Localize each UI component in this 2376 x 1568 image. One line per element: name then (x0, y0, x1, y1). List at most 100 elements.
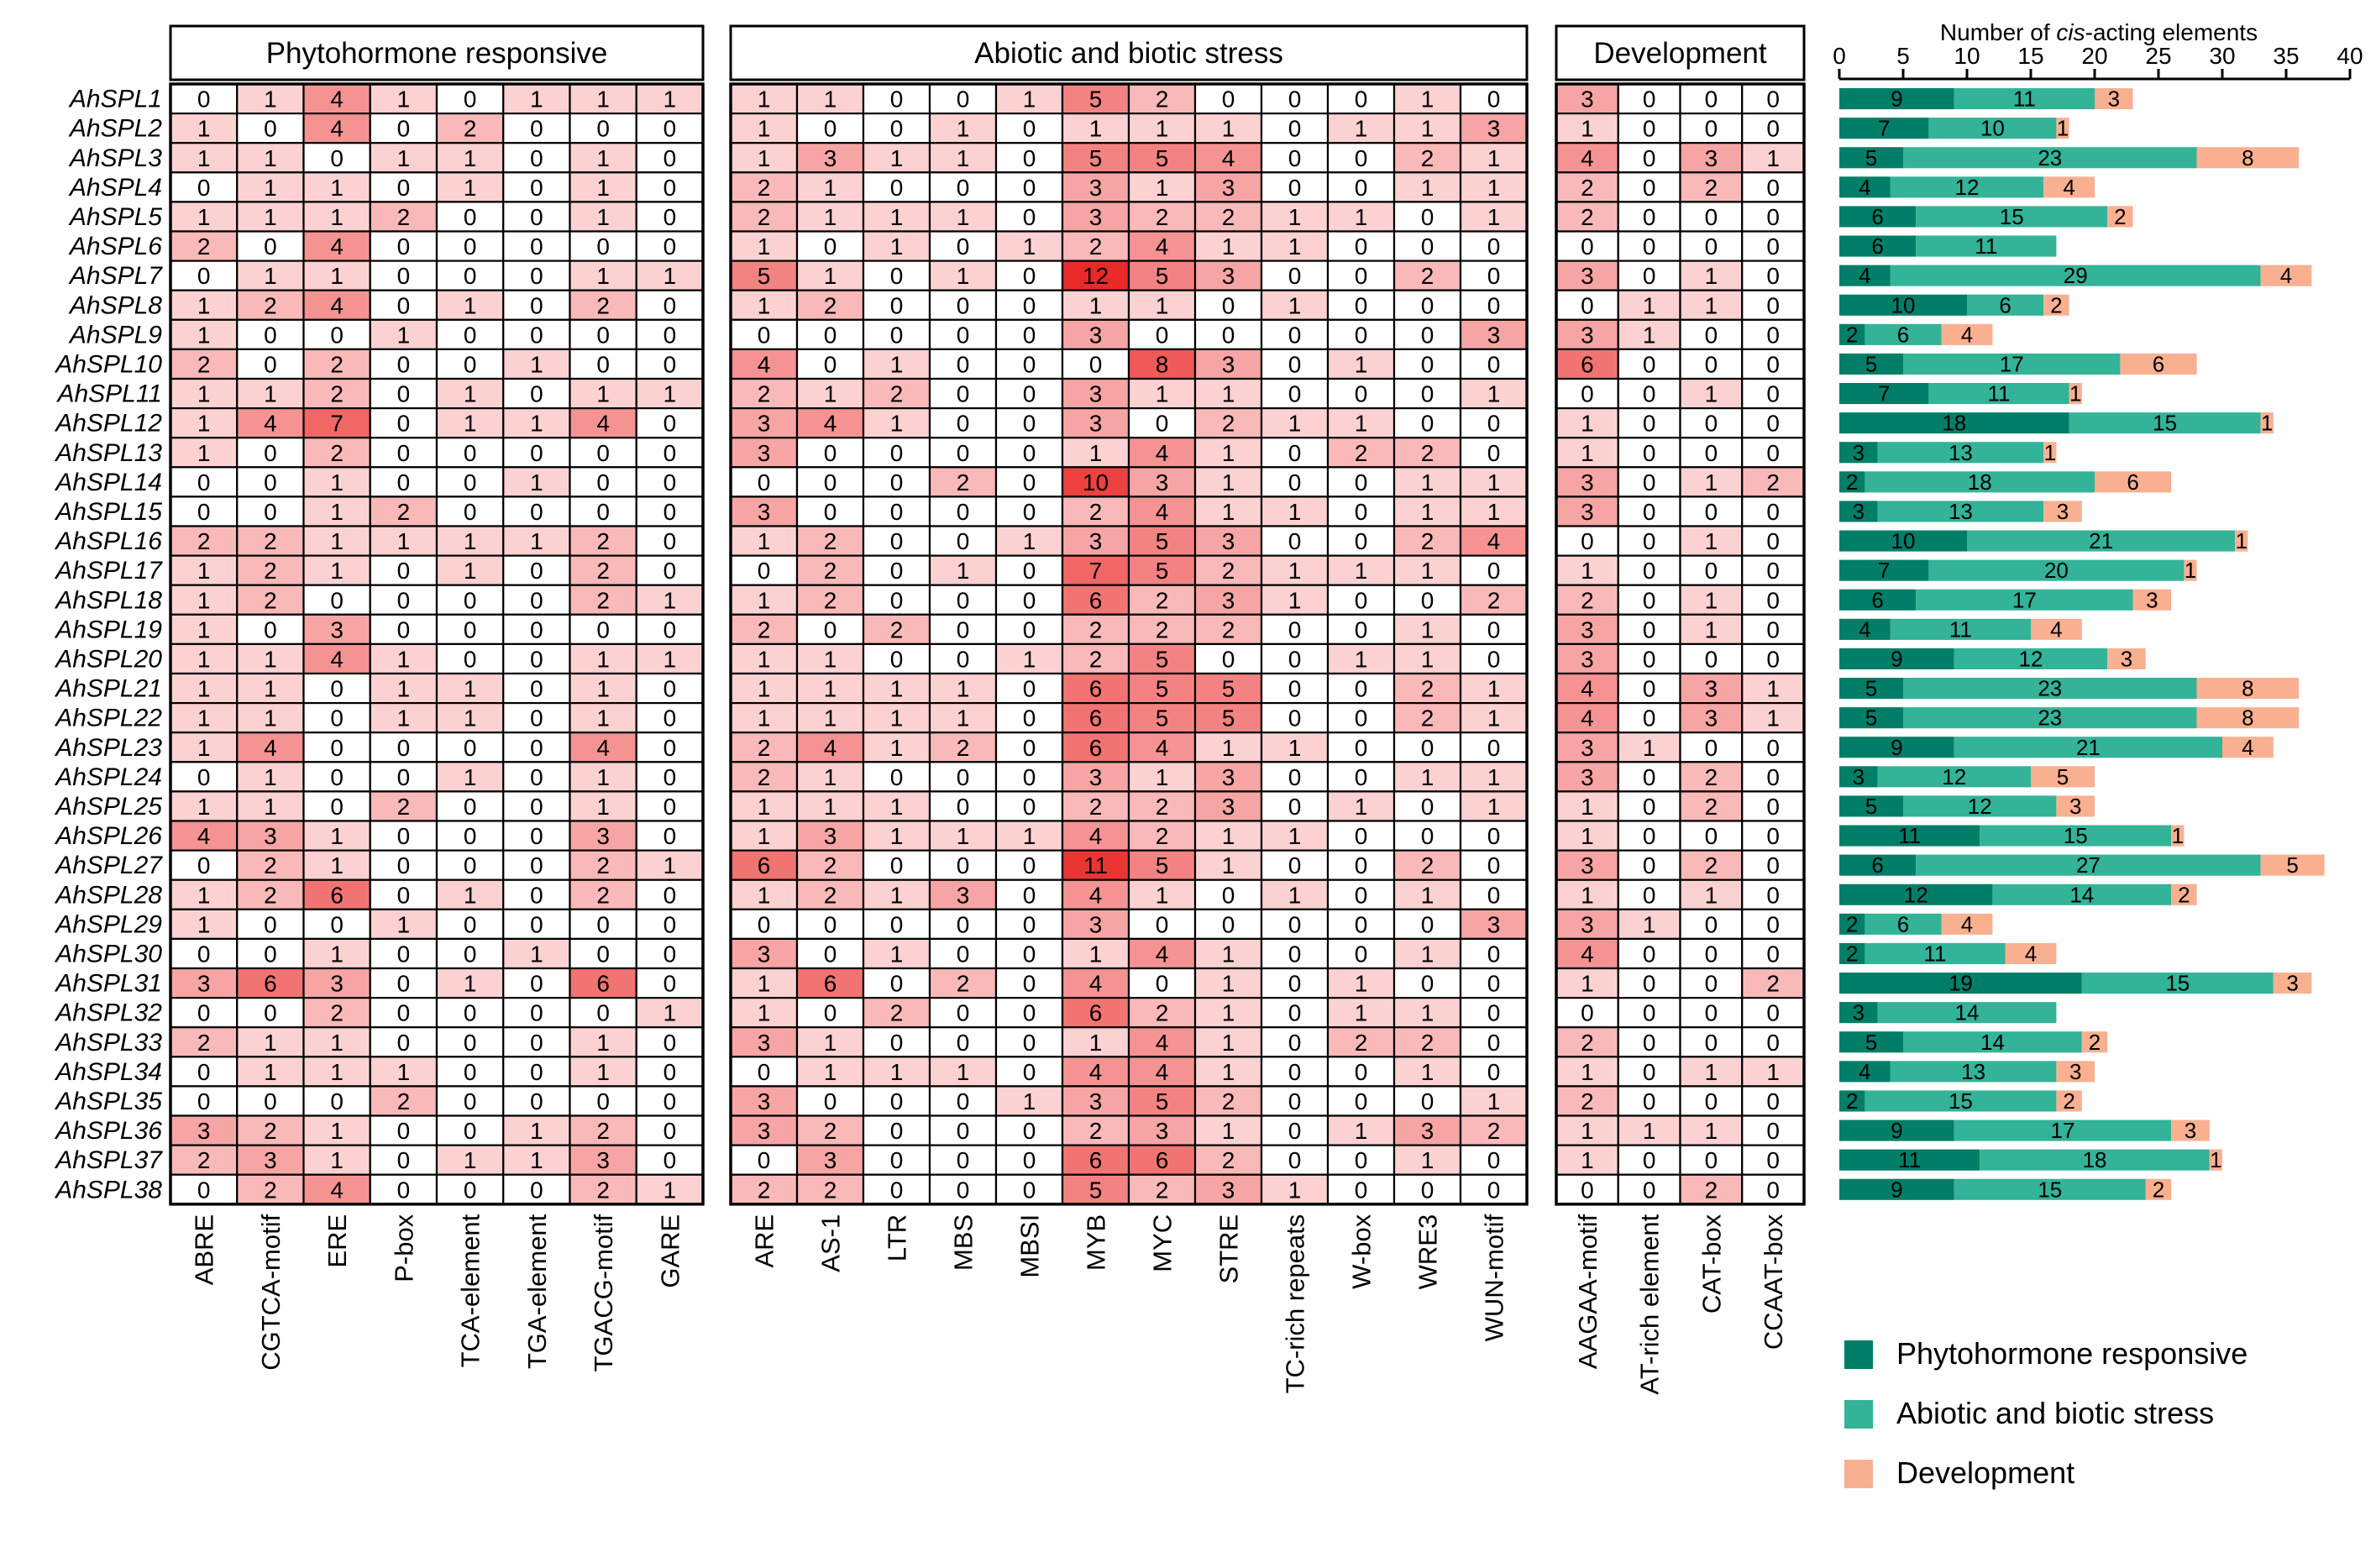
heatmap-cell-value: 0 (1643, 1088, 1656, 1114)
heatmap-cell (1617, 466, 1681, 498)
heatmap-cell-value: 0 (1705, 204, 1718, 230)
heatmap-cell (502, 437, 571, 469)
heatmap-cell-value: 0 (957, 381, 970, 407)
heatmap-cell-value: 0 (663, 440, 677, 466)
heatmap-cell-value: 3 (1222, 794, 1235, 820)
gene-label: AhSPL3 (68, 144, 162, 172)
heatmap-cell-value: 0 (1023, 1030, 1036, 1056)
heatmap-cell-value: 1 (1643, 322, 1656, 348)
heatmap-cell (1459, 113, 1529, 144)
heatmap-cell-value: 0 (197, 852, 211, 878)
heatmap-cell-value: 0 (1766, 411, 1780, 437)
heatmap-cell-value: 0 (397, 411, 411, 437)
heatmap-cell-value: 0 (1023, 116, 1036, 142)
heatmap-cell-value: 1 (1222, 823, 1235, 849)
heatmap-cell (369, 201, 438, 233)
heatmap-cell-value: 0 (1288, 911, 1302, 937)
heatmap-cell-value: 0 (890, 175, 904, 201)
heatmap-cell (1459, 496, 1529, 527)
heatmap-cell-value: 0 (824, 499, 837, 525)
heatmap-cell-value: 2 (824, 882, 837, 908)
bar-segment-label: 21 (2089, 528, 2113, 553)
heatmap-cell-value: 1 (397, 528, 411, 554)
bar-segment-label: 6 (1871, 233, 1883, 259)
heatmap-cell-value: 0 (1023, 735, 1036, 761)
heatmap-cell-value: 4 (1156, 1059, 1169, 1085)
heatmap-cell-value: 2 (1156, 587, 1169, 613)
heatmap-cell-value: 3 (1222, 587, 1235, 613)
heatmap-cell-value: 0 (197, 1088, 211, 1114)
heatmap-cell-value: 2 (596, 852, 610, 878)
gene-label: AhSPL37 (54, 1146, 163, 1174)
heatmap-cell (1459, 407, 1529, 439)
heatmap-cell (435, 878, 505, 910)
heatmap-cell-value: 0 (530, 204, 543, 230)
heatmap-cell-value: 0 (1766, 911, 1780, 937)
heatmap-cell-value: 0 (1355, 823, 1368, 849)
heatmap-cell (1617, 761, 1681, 793)
heatmap-cell-value: 1 (1581, 1059, 1594, 1085)
heatmap-cell-value: 0 (1487, 1030, 1501, 1056)
heatmap-cell-value: 1 (264, 676, 277, 702)
column-label: ABRE (190, 1214, 219, 1285)
heatmap-cell (1127, 732, 1197, 763)
heatmap-cell-value: 0 (1643, 440, 1656, 466)
gene-label: AhSPL29 (54, 910, 162, 938)
heatmap-cell-value: 0 (957, 292, 970, 318)
heatmap-cell (302, 790, 371, 822)
heatmap-cell-value: 0 (1643, 175, 1656, 201)
heatmap-cell-value: 1 (264, 381, 277, 407)
heatmap-cell (1741, 672, 1806, 705)
heatmap-cell-value: 0 (530, 1030, 543, 1056)
heatmap-cell (1061, 732, 1130, 763)
heatmap-cell-value: 0 (464, 1118, 477, 1144)
bar-segment-label: 1 (2044, 440, 2056, 465)
heatmap-cell-value: 0 (663, 1147, 677, 1173)
heatmap-cell (569, 113, 637, 144)
heatmap-cell-value: 0 (663, 616, 677, 642)
heatmap-cell-value: 1 (197, 116, 211, 142)
heatmap-cell-value: 0 (1023, 1000, 1036, 1026)
heatmap-cell-value: 2 (1421, 676, 1435, 702)
column-label: ERE (323, 1214, 352, 1268)
bar-segment-label: 3 (1853, 499, 1865, 524)
bar-segment (1839, 1149, 1980, 1171)
heatmap-cell-value: 1 (1222, 233, 1235, 260)
heatmap-cell-value: 0 (663, 351, 677, 377)
bar-segment (1839, 501, 1878, 522)
x-tick-label: 40 (2337, 43, 2363, 69)
heatmap-cell-value: 2 (596, 587, 610, 613)
heatmap-cell-value: 2 (1421, 528, 1435, 554)
gene-label: AhSPL24 (54, 763, 162, 791)
bar-segment (2056, 795, 2095, 817)
heatmap-cell-value: 5 (1156, 705, 1169, 732)
heatmap-cell-value: 4 (1156, 735, 1169, 761)
heatmap-cell-value: 1 (330, 263, 344, 289)
heatmap-cell-value: 0 (663, 1030, 677, 1056)
heatmap-cell-value: 0 (1288, 1147, 1302, 1173)
heatmap-cell-value: 1 (890, 941, 904, 967)
heatmap-cell-value: 0 (663, 823, 677, 849)
heatmap-cell-value: 2 (1222, 411, 1235, 437)
heatmap-cell-value: 2 (1222, 204, 1235, 230)
heatmap-cell (862, 466, 931, 498)
heatmap-cell (1326, 1056, 1396, 1088)
bar-segment (1890, 176, 2044, 198)
heatmap-cell (1193, 1085, 1263, 1117)
heatmap-cell-value: 0 (1156, 911, 1169, 937)
heatmap-cell-value: 1 (197, 911, 211, 937)
heatmap-cell-value: 0 (1766, 646, 1780, 672)
heatmap-cell-value: 1 (1023, 233, 1036, 260)
heatmap-cell-value: 0 (1421, 971, 1435, 997)
heatmap-cell-value: 1 (1089, 292, 1103, 318)
heatmap-cell-value: 2 (1089, 794, 1103, 820)
heatmap-cell (994, 1085, 1064, 1117)
heatmap-cell-value: 0 (1222, 646, 1235, 672)
heatmap-cell-value: 2 (1355, 440, 1368, 466)
heatmap-cell-value: 0 (596, 941, 610, 967)
bar-segment-label: 6 (1871, 587, 1883, 612)
heatmap-cell (1555, 878, 1619, 910)
heatmap-cell-value: 0 (1705, 499, 1718, 525)
heatmap-cell-value: 1 (1156, 381, 1169, 407)
heatmap-cell-value: 1 (197, 676, 211, 702)
